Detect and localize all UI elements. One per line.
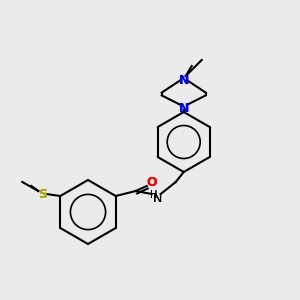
Text: H: H: [150, 190, 158, 200]
Text: O: O: [146, 176, 157, 190]
Text: N: N: [153, 191, 162, 205]
Text: H: H: [150, 190, 158, 200]
Text: O: O: [146, 176, 157, 190]
Text: N: N: [178, 101, 189, 115]
Text: N: N: [178, 101, 189, 115]
Text: N: N: [153, 191, 162, 205]
Text: N: N: [178, 74, 189, 86]
Text: N: N: [178, 74, 189, 86]
Text: methyl: methyl: [195, 58, 200, 59]
Text: methyl: methyl: [24, 180, 29, 181]
Text: S: S: [38, 188, 47, 200]
Text: S: S: [38, 188, 47, 200]
